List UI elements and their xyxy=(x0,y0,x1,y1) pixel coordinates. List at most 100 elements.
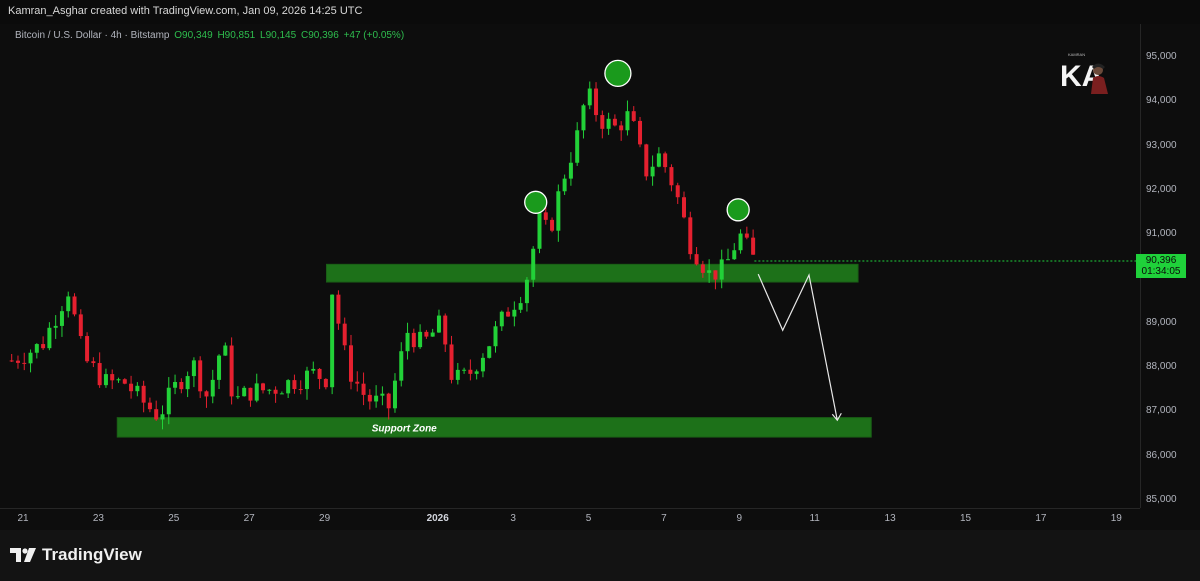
candle-body xyxy=(103,374,108,386)
projection-arrowhead xyxy=(831,412,842,422)
candle-body xyxy=(424,331,429,337)
candle-body xyxy=(147,402,152,410)
candle-body xyxy=(556,191,561,231)
candle-body xyxy=(700,264,705,273)
legend-high: H90,851 xyxy=(217,30,256,41)
candle-body xyxy=(550,219,555,231)
candle-body xyxy=(292,380,297,390)
candle-body xyxy=(449,344,454,380)
candle-body xyxy=(732,250,737,260)
author-credit: Kamran_Asghar created with TradingView.c… xyxy=(8,5,363,17)
candle-body xyxy=(644,144,649,177)
time-tick-label: 7 xyxy=(661,513,667,524)
time-tick-label: 13 xyxy=(884,513,896,524)
candle-body xyxy=(405,332,410,352)
candle-body xyxy=(342,323,347,346)
candle-body xyxy=(305,370,310,390)
tradingview-brand[interactable]: TradingView xyxy=(10,545,142,565)
candle-body xyxy=(279,393,284,395)
candle-body xyxy=(562,178,567,192)
legend-close: C90,396 xyxy=(300,30,339,41)
candle-body xyxy=(254,383,259,401)
candle-body xyxy=(688,217,693,255)
candle-body xyxy=(59,311,64,326)
candle-body xyxy=(229,345,234,397)
candle-body xyxy=(606,118,611,129)
candle-body xyxy=(719,259,724,280)
candle-body xyxy=(204,391,209,397)
candle-body xyxy=(72,296,77,315)
candle-body xyxy=(242,387,247,397)
brand-name: TradingView xyxy=(42,545,142,564)
candle-body xyxy=(506,311,511,317)
candle-body xyxy=(198,360,203,392)
candle-body xyxy=(568,162,573,179)
candle-body xyxy=(386,393,391,409)
ka-avatar-logo-icon: KAMRAN KA xyxy=(1060,52,1108,94)
tradingview-logo-icon xyxy=(10,548,36,562)
candle-body xyxy=(110,374,115,381)
price-tick-label: 86,000 xyxy=(1146,449,1177,461)
time-tick-label: 15 xyxy=(959,513,972,524)
time-tick-label: 9 xyxy=(736,513,743,524)
candle-body xyxy=(669,167,674,186)
candle-body xyxy=(638,120,643,145)
price-tick-label: 88,000 xyxy=(1146,361,1177,373)
candle-body xyxy=(713,270,718,280)
candles-layer xyxy=(9,81,756,430)
time-axis[interactable] xyxy=(0,508,1140,531)
time-tick-label: 21 xyxy=(17,513,29,524)
candle-body xyxy=(323,378,328,388)
logo-caption: KAMRAN xyxy=(1068,52,1085,57)
candle-body xyxy=(480,357,485,372)
candle-body xyxy=(474,371,479,374)
candle-body xyxy=(317,368,322,379)
candle-body xyxy=(185,376,190,390)
candle-body xyxy=(273,389,278,394)
candle-body xyxy=(380,393,385,396)
candle-body xyxy=(430,332,435,337)
candle-body xyxy=(97,363,102,386)
candle-body xyxy=(210,379,215,397)
candle-body xyxy=(122,379,127,384)
price-chart[interactable]: Support Zone xyxy=(0,0,1140,508)
candle-body xyxy=(707,270,712,273)
candle-body xyxy=(85,336,90,362)
candle-body xyxy=(581,105,586,131)
resistance-zone xyxy=(325,263,859,283)
candle-body xyxy=(298,389,303,391)
candle-body xyxy=(160,414,165,420)
candle-body xyxy=(34,344,39,353)
candle-body xyxy=(248,387,253,401)
candle-body xyxy=(399,351,404,381)
candle-body xyxy=(179,381,184,390)
price-tick-label: 95,000 xyxy=(1146,51,1177,62)
candle-body xyxy=(443,315,448,345)
candle-body xyxy=(631,111,636,121)
candle-body xyxy=(468,369,473,374)
candle-body xyxy=(154,409,159,420)
symbol-name: Bitcoin / U.S. Dollar · 4h · Bitstamp xyxy=(15,30,170,41)
candle-body xyxy=(173,381,178,388)
time-tick-label: 5 xyxy=(585,513,592,524)
candle-body xyxy=(261,383,266,391)
candle-body xyxy=(135,385,140,392)
candle-body xyxy=(91,361,96,364)
candle-body xyxy=(675,185,680,198)
candle-body xyxy=(694,254,699,265)
footer-bar xyxy=(0,530,1200,581)
candle-body xyxy=(66,296,71,312)
candle-body xyxy=(751,237,756,255)
candle-body xyxy=(129,383,134,392)
symbol-legend[interactable]: Bitcoin / U.S. Dollar · 4h · Bitstamp O9… xyxy=(15,30,404,41)
legend-open: O90,349 xyxy=(174,30,213,41)
time-tick-label: 25 xyxy=(168,513,180,524)
candle-body xyxy=(499,311,504,327)
projection-path xyxy=(757,273,838,421)
candle-body xyxy=(235,396,240,398)
time-tick-label: 27 xyxy=(243,513,255,524)
time-tick-label: 3 xyxy=(510,513,516,524)
candle-body xyxy=(78,314,83,337)
candle-body xyxy=(575,130,580,163)
candle-body xyxy=(436,315,441,333)
